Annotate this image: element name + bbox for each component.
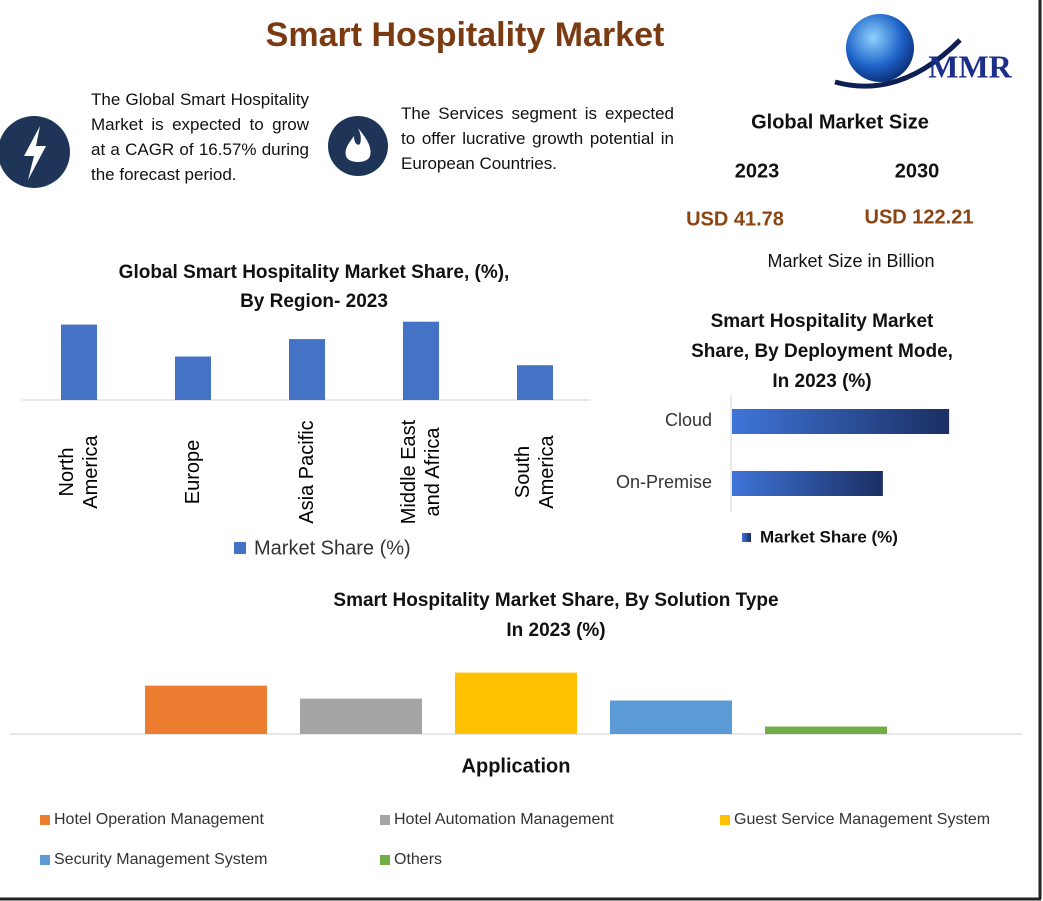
x-tick-label: South America: [512, 435, 558, 509]
bar: [403, 321, 439, 400]
bar: [145, 685, 267, 734]
bar: [61, 324, 97, 400]
chart-title: Smart Hospitality Market: [711, 311, 934, 332]
market-value: USD 41.78: [686, 208, 784, 230]
flame: [345, 128, 371, 162]
legend-label: Guest Service Management System: [734, 811, 990, 828]
page-title: Smart Hospitality Market: [266, 16, 665, 54]
logo-swoosh: [834, 38, 962, 89]
x-tick-label: Europe: [182, 439, 204, 505]
market-value: USD 122.21: [865, 206, 974, 228]
x-axis-label: Application: [462, 755, 571, 777]
bolt: [24, 126, 46, 180]
chart-title: Smart Hospitality Market Share, By Solut…: [333, 590, 778, 611]
legend-swatch: [380, 855, 390, 865]
legend-swatch: [380, 815, 390, 825]
bar: [289, 339, 325, 400]
year: 2030: [895, 160, 940, 182]
year: 2023: [735, 160, 780, 182]
bar: [610, 700, 732, 734]
logo-globe: [846, 14, 914, 82]
bar: [517, 365, 553, 400]
bar: [732, 409, 950, 434]
x-tick-label: North America: [56, 435, 102, 509]
chart-title: Global Smart Hospitality Market Share, (…: [119, 262, 510, 283]
highlight-text: The Services segment is expected to offe…: [401, 104, 674, 173]
chart-title: By Region- 2023: [240, 291, 388, 312]
legend-label: Others: [394, 851, 442, 868]
logo-text: MMR: [928, 48, 1012, 84]
bar: [455, 672, 577, 734]
chart-title: Share, By Deployment Mode,: [691, 341, 953, 362]
bar: [732, 471, 883, 496]
legend-label: Market Share (%): [760, 527, 898, 546]
legend-swatch: [40, 855, 50, 865]
legend-swatch: [234, 542, 246, 554]
bar: [765, 726, 887, 734]
legend-swatch: [720, 815, 730, 825]
x-tick-label: Middle East and Africa: [398, 419, 444, 525]
legend-label: Hotel Automation Management: [394, 811, 614, 828]
legend-label: Market Share (%): [254, 537, 411, 559]
legend-label: Hotel Operation Management: [54, 811, 264, 828]
bar: [175, 356, 211, 400]
bar: [300, 698, 422, 734]
market-size-title: Global Market Size: [751, 111, 929, 133]
legend-swatch: [742, 533, 751, 542]
y-tick-label: Cloud: [665, 410, 712, 430]
y-tick-label: On-Premise: [616, 472, 712, 492]
chart-title: In 2023 (%): [772, 371, 871, 392]
legend-label: Security Management System: [54, 851, 267, 868]
chart-title: In 2023 (%): [506, 620, 605, 641]
market-note: Market Size in Billion: [767, 251, 934, 271]
x-tick-label: Asia Pacific: [296, 420, 318, 524]
highlight-text: The Global Smart Hospitality Market is e…: [91, 90, 309, 184]
legend-swatch: [40, 815, 50, 825]
